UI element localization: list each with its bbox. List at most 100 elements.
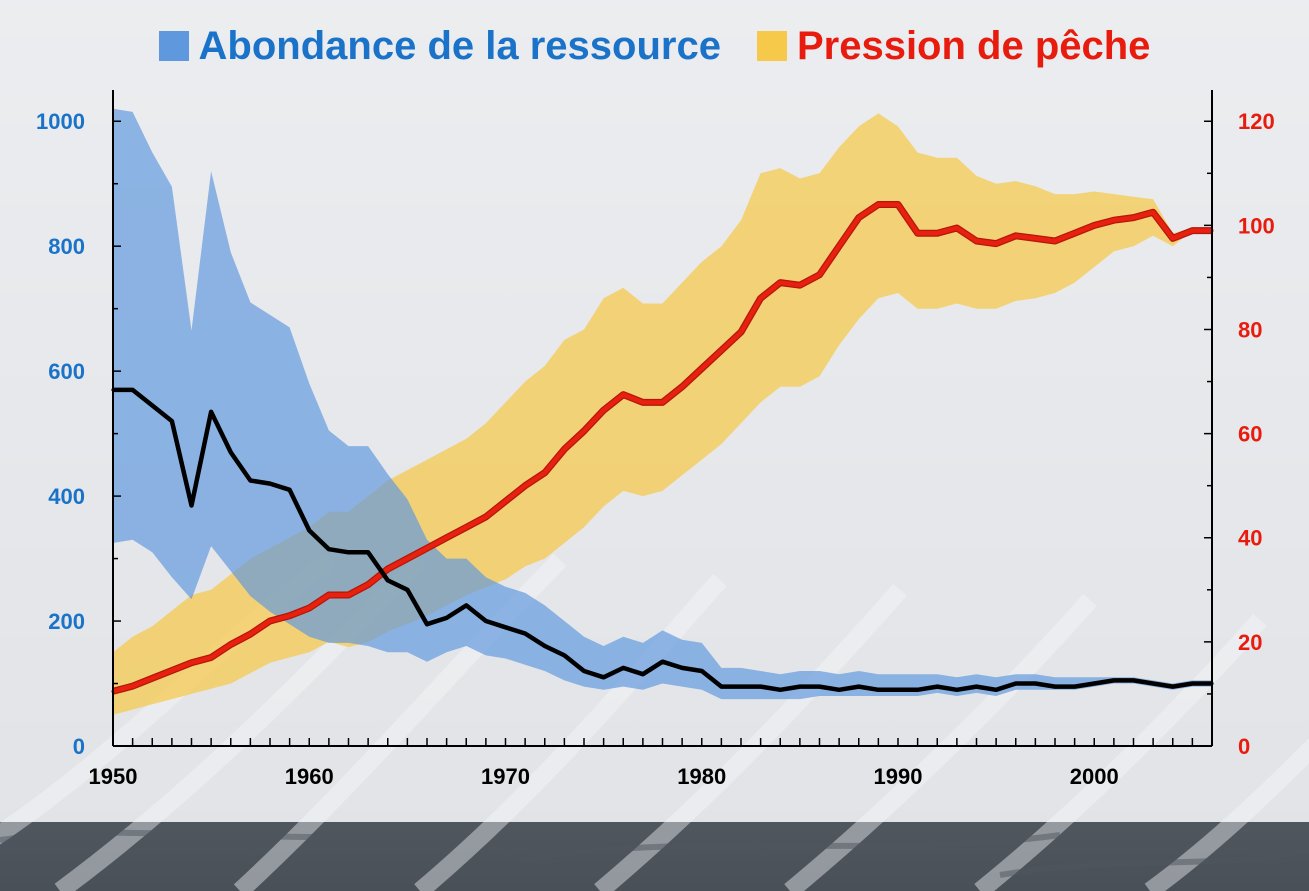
pressure-point xyxy=(955,226,959,230)
legend-item-abundance: Abondance de la ressource xyxy=(158,23,721,69)
abundance-point xyxy=(994,688,998,692)
pressure-point xyxy=(523,484,527,488)
abundance-point xyxy=(641,672,645,676)
abundance-point xyxy=(1014,681,1018,686)
pressure-point xyxy=(700,366,704,371)
abundance-point xyxy=(778,688,782,692)
pressure-point xyxy=(209,655,213,660)
pressure-point xyxy=(798,283,802,287)
abundance-point xyxy=(1053,685,1057,689)
pressure-point xyxy=(974,239,979,243)
abundance-point xyxy=(268,482,272,486)
pressure-point xyxy=(1171,236,1175,240)
uncertainty-bands xyxy=(113,108,1212,715)
pressure-point xyxy=(916,231,920,235)
abundance-point xyxy=(1092,681,1096,686)
left-y-tick-label: 1000 xyxy=(36,109,85,134)
pressure-point xyxy=(1092,223,1096,227)
pressure-point xyxy=(778,281,782,285)
legend-item-pressure: Pression de pêche xyxy=(756,24,1150,69)
abundance-point xyxy=(445,616,449,620)
legend: Abondance de la ressource Pression de pê… xyxy=(0,16,1309,76)
abundance-point xyxy=(523,631,527,636)
left-y-tick-label: 600 xyxy=(48,359,85,384)
blue-square-icon xyxy=(158,31,189,61)
abundance-point xyxy=(1073,685,1077,689)
pressure-point xyxy=(543,471,547,475)
yellow-square-icon xyxy=(756,31,787,61)
axis-tick-labels: 1950 1960 1970 1980 1990 20000200400600800100… xyxy=(36,109,1275,789)
right-y-tick-label: 80 xyxy=(1238,317,1262,342)
abundance-point xyxy=(562,653,566,658)
pressure-point xyxy=(248,632,252,636)
abundance-point xyxy=(170,419,174,423)
right-y-tick-label: 0 xyxy=(1238,734,1250,759)
abundance-point xyxy=(484,619,488,623)
abundance-point xyxy=(229,450,233,454)
abundance-point xyxy=(602,675,606,679)
x-tick-label: 1990 xyxy=(874,764,923,789)
pressure-point xyxy=(1151,210,1155,214)
abundance-point xyxy=(346,550,351,554)
abundance-point xyxy=(1112,678,1116,683)
legend-label-abundance: Abondance de la ressource xyxy=(198,23,721,68)
abundance-point xyxy=(660,660,665,664)
abundance-point xyxy=(209,410,213,414)
pressure-point xyxy=(268,619,272,623)
pressure-point xyxy=(739,330,743,334)
pressure-point xyxy=(425,546,429,550)
pressure-point xyxy=(445,536,449,540)
pressure-point xyxy=(1131,215,1136,220)
abundance-point xyxy=(798,685,802,689)
left-y-tick-label: 800 xyxy=(48,234,85,259)
pressure-point xyxy=(1053,239,1057,243)
abundance-point xyxy=(405,588,409,592)
abundance-point xyxy=(1190,681,1194,686)
pressure-point xyxy=(562,447,566,451)
abundance-point xyxy=(464,603,468,608)
pressure-point xyxy=(876,202,880,207)
pressure-point xyxy=(621,392,625,397)
abundance-uncertainty-band xyxy=(113,108,1212,700)
chart: 1950 1960 1970 1980 1990 20000200400600800100… xyxy=(36,90,1275,789)
abundance-point xyxy=(288,488,292,492)
pressure-point xyxy=(150,676,154,680)
abundance-point xyxy=(700,669,704,673)
abundance-point xyxy=(248,478,252,483)
x-tick-label: 1970 xyxy=(481,764,530,789)
pressure-point xyxy=(1073,231,1077,235)
pressure-point xyxy=(170,668,174,673)
pressure-point xyxy=(189,661,194,665)
abundance-point xyxy=(621,666,625,670)
pressure-point xyxy=(857,215,861,220)
left-y-tick-label: 0 xyxy=(73,734,85,759)
pressure-point xyxy=(935,231,939,235)
pressure-point xyxy=(346,593,351,597)
abundance-point xyxy=(680,666,684,670)
pressure-point xyxy=(229,642,233,647)
left-y-tick-label: 200 xyxy=(48,609,85,634)
abundance-point xyxy=(759,685,763,689)
abundance-point xyxy=(1131,678,1136,683)
abundance-point xyxy=(327,547,331,551)
x-tick-label: 1980 xyxy=(677,764,726,789)
abundance-point xyxy=(189,503,194,508)
pressure-point xyxy=(288,614,292,618)
pressure-point xyxy=(1033,236,1037,240)
pressure-point xyxy=(1190,228,1194,233)
pressure-point xyxy=(307,606,311,610)
pressure-point xyxy=(327,593,331,597)
x-tick-label: 2000 xyxy=(1070,764,1119,789)
abundance-point xyxy=(876,688,880,692)
pressure-point xyxy=(994,241,998,246)
abundance-point xyxy=(916,688,920,692)
pressure-point xyxy=(602,408,606,412)
pressure-point xyxy=(719,348,723,352)
abundance-point xyxy=(307,528,311,533)
right-y-tick-label: 100 xyxy=(1238,213,1275,238)
pressure-point xyxy=(641,400,645,404)
x-tick-label: 1950 xyxy=(89,764,138,789)
abundance-point xyxy=(582,669,586,673)
pressure-point xyxy=(503,499,508,503)
